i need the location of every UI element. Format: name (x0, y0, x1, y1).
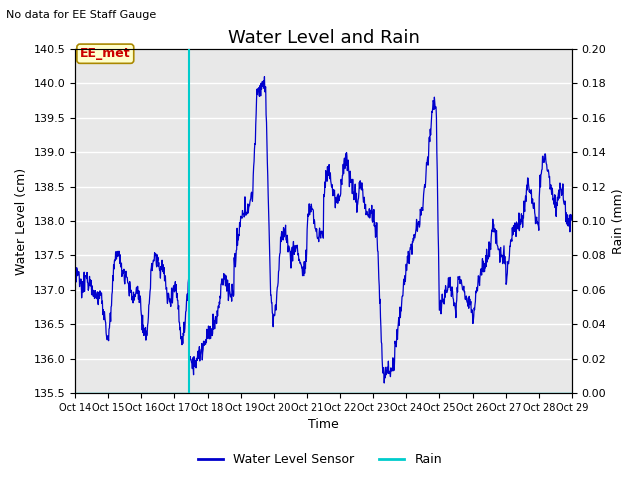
Title: Water Level and Rain: Water Level and Rain (228, 29, 419, 48)
Text: EE_met: EE_met (80, 47, 131, 60)
Y-axis label: Water Level (cm): Water Level (cm) (15, 168, 28, 275)
X-axis label: Time: Time (308, 419, 339, 432)
Legend: Water Level Sensor, Rain: Water Level Sensor, Rain (193, 448, 447, 471)
Text: No data for EE Staff Gauge: No data for EE Staff Gauge (6, 10, 157, 20)
Y-axis label: Rain (mm): Rain (mm) (612, 188, 625, 254)
